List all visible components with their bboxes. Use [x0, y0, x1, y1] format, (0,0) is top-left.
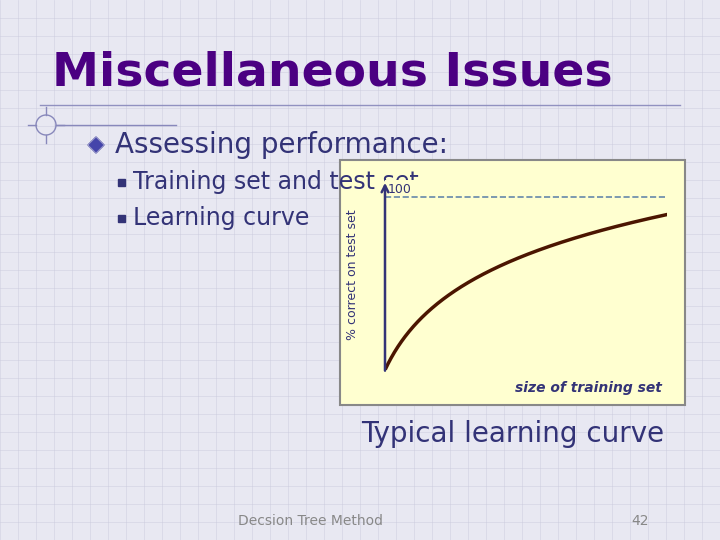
Polygon shape — [88, 137, 104, 153]
Bar — [118, 214, 125, 221]
Text: Learning curve: Learning curve — [133, 206, 310, 230]
Text: % correct on test set: % correct on test set — [346, 210, 359, 340]
Bar — [118, 179, 125, 186]
Text: Assessing performance:: Assessing performance: — [115, 131, 448, 159]
Text: Training set and test set: Training set and test set — [133, 170, 419, 194]
Text: 100: 100 — [388, 183, 412, 195]
Text: Typical learning curve: Typical learning curve — [361, 420, 664, 448]
Bar — [340, 160, 685, 405]
Text: size of training set: size of training set — [515, 381, 662, 395]
Text: Miscellaneous Issues: Miscellaneous Issues — [52, 50, 613, 95]
Text: Decsion Tree Method: Decsion Tree Method — [238, 514, 382, 528]
Text: 42: 42 — [631, 514, 649, 528]
